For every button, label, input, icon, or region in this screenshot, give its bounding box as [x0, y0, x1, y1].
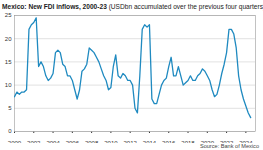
- svg-text:2024: 2024: [239, 140, 253, 143]
- svg-text:0: 0: [8, 128, 12, 134]
- svg-text:20: 20: [5, 36, 12, 42]
- svg-text:2016: 2016: [162, 140, 176, 143]
- svg-text:2010: 2010: [104, 140, 118, 143]
- svg-text:2008: 2008: [85, 140, 99, 143]
- html-text:Mexico: New FDI inflows, 2000-: Mexico: New FDI inflows, 2000-23: [2, 3, 107, 10]
- svg-text:2020: 2020: [201, 140, 215, 143]
- html-text:Source: Bank of Mexico: Source: Bank of Mexico: [199, 143, 259, 149]
- svg-text:2014: 2014: [143, 140, 157, 143]
- svg-text:2012: 2012: [124, 140, 138, 143]
- svg-text:2004: 2004: [46, 140, 60, 143]
- svg-text:2002: 2002: [27, 140, 41, 143]
- svg-text:2018: 2018: [181, 140, 195, 143]
- svg-text:2000: 2000: [8, 140, 22, 143]
- svg-text:15: 15: [5, 59, 12, 65]
- svg-text:10: 10: [5, 82, 12, 88]
- svg-text:5: 5: [8, 105, 12, 111]
- svg-text:2022: 2022: [220, 140, 234, 143]
- svg-text:2006: 2006: [66, 140, 80, 143]
- svg-text:25: 25: [5, 12, 12, 18]
